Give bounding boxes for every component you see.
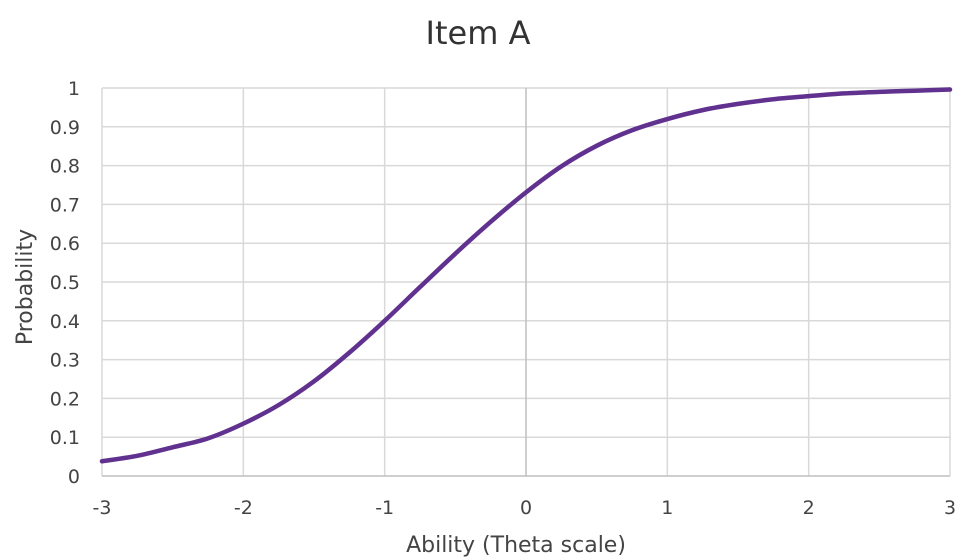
y-tick-label: 0.5: [50, 272, 80, 294]
y-tick-label: 1: [68, 78, 80, 100]
axes: [102, 88, 950, 477]
y-tick-label: 0.3: [50, 350, 80, 372]
x-tick-label: -2: [234, 497, 253, 519]
y-tick-label: 0.9: [50, 117, 80, 139]
chart-title: Item A: [426, 14, 531, 52]
series-line: [99, 87, 953, 464]
y-tick-label: 0.2: [50, 388, 80, 410]
x-tick-label: 3: [944, 497, 956, 519]
y-tick-label: 0.7: [50, 194, 80, 216]
y-tick-label: 0.1: [50, 427, 80, 449]
y-tick-label: 0.6: [50, 233, 80, 255]
x-tick-label: -3: [93, 497, 112, 519]
series-layer: [99, 87, 953, 464]
y-axis-label: Probability: [13, 229, 38, 345]
y-tick-label: 0.4: [50, 311, 80, 333]
x-tick-label: -1: [375, 497, 394, 519]
x-tick-label: 2: [803, 497, 815, 519]
tick-labels: 0 0.1 0.2 0.3 0.4 0.5 0.6 0.7 0.8 0.9 1 -3 -2 -1 0 1 2 3: [50, 78, 956, 519]
y-tick-label: 0.8: [50, 156, 80, 178]
x-axis-label: Ability (Theta scale): [406, 533, 626, 558]
x-tick-label: 1: [661, 497, 673, 519]
x-tick-label: 0: [520, 497, 532, 519]
y-tick-label: 0: [68, 466, 80, 488]
